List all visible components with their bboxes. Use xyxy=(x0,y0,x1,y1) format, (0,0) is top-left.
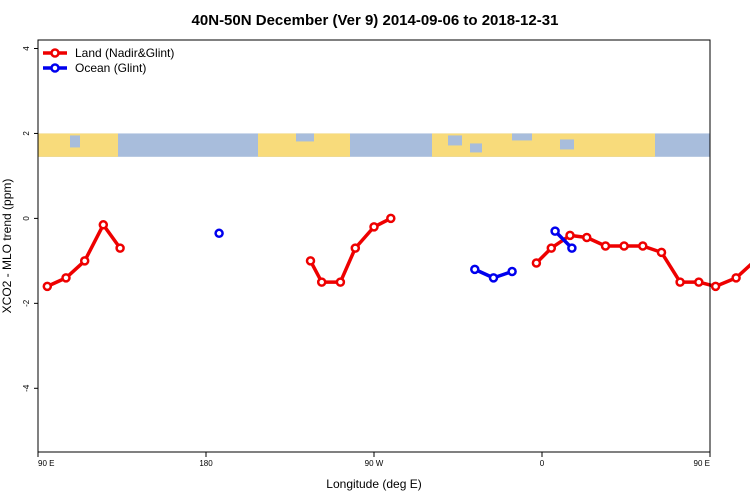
map-water xyxy=(512,133,532,141)
data-point xyxy=(115,243,125,253)
y-tick-label: 4 xyxy=(22,46,31,51)
data-point xyxy=(550,226,560,236)
data-point xyxy=(335,277,346,287)
data-point xyxy=(638,241,648,251)
data-point xyxy=(531,258,542,268)
x-tick-label: 0 xyxy=(540,459,545,468)
legend: Land (Nadir&Glint)Ocean (Glint) xyxy=(43,46,174,75)
y-tick-label: 0 xyxy=(22,216,31,221)
map-land xyxy=(258,133,350,157)
map-band xyxy=(38,133,710,157)
x-tick-label: 90 E xyxy=(38,459,54,468)
legend-label: Ocean (Glint) xyxy=(75,61,146,75)
data-point xyxy=(369,222,379,232)
data-point xyxy=(656,247,667,258)
y-tick-label: 2 xyxy=(22,131,31,136)
x-axis-label: Longitude (deg E) xyxy=(326,477,421,491)
series-layer xyxy=(42,213,750,292)
map-water xyxy=(560,139,574,150)
data-point xyxy=(488,273,499,283)
map-water xyxy=(296,133,314,142)
map-land xyxy=(432,133,655,157)
data-point xyxy=(567,243,577,253)
x-tick-label: 90 E xyxy=(694,459,710,468)
data-point xyxy=(582,232,592,243)
data-point xyxy=(79,256,90,266)
legend-swatch-marker xyxy=(50,63,60,73)
x-tick-label: 90 W xyxy=(365,459,384,468)
data-point xyxy=(694,277,704,287)
data-point xyxy=(42,281,53,292)
data-point xyxy=(507,266,517,277)
data-point xyxy=(675,277,685,287)
data-point xyxy=(470,264,480,275)
data-point xyxy=(710,281,721,292)
series-line-0-1 xyxy=(308,216,393,284)
map-water xyxy=(70,135,80,148)
x-tick-label: 180 xyxy=(199,459,213,468)
data-point xyxy=(546,243,557,253)
map-water xyxy=(448,135,462,146)
data-point xyxy=(600,241,611,251)
y-axis: 4 2 0 -2 -4 xyxy=(22,46,38,392)
data-point xyxy=(731,273,741,283)
data-point xyxy=(386,213,396,224)
y-tick-label: -2 xyxy=(22,299,31,307)
y-axis-label: XCO2 - MLO trend (ppm) xyxy=(0,179,14,314)
data-point xyxy=(305,256,316,266)
map-water xyxy=(470,143,482,153)
data-point xyxy=(61,273,71,283)
data-point xyxy=(565,230,575,241)
y-tick-label: -4 xyxy=(22,384,31,392)
data-point xyxy=(214,228,224,239)
data-point xyxy=(350,243,361,253)
data-point xyxy=(619,241,629,251)
data-point xyxy=(316,277,327,287)
legend-label: Land (Nadir&Glint) xyxy=(75,46,174,60)
data-point xyxy=(98,220,109,230)
series-line-0-0 xyxy=(45,223,122,289)
legend-swatch-marker xyxy=(50,48,60,58)
chart-title: 40N-50N December (Ver 9) 2014-09-06 to 2… xyxy=(192,12,559,29)
